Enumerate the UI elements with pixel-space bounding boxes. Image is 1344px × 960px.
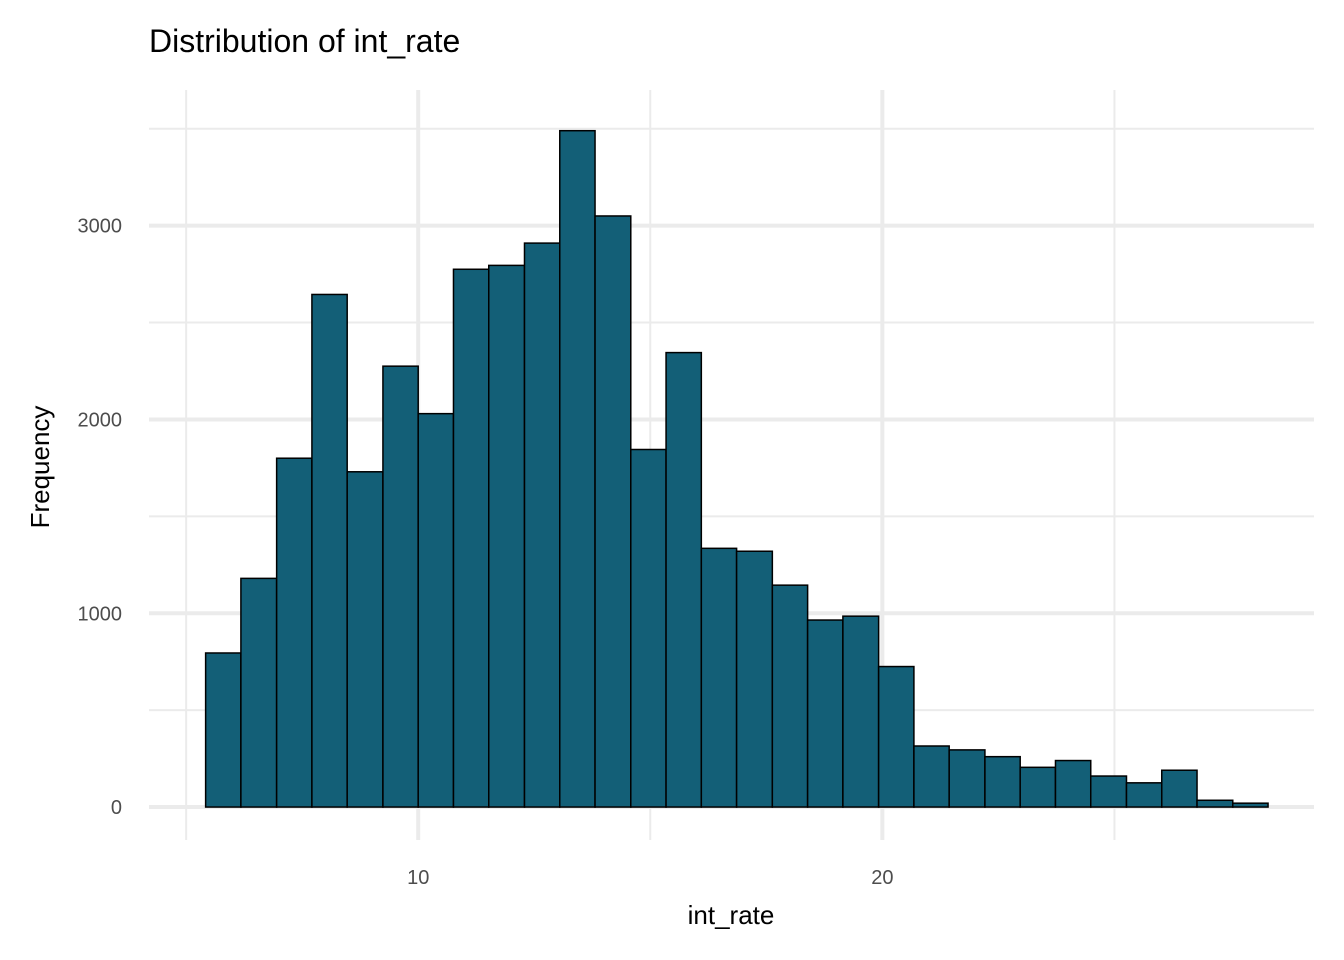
histogram-bar: [842, 615, 880, 808]
histogram-bar: [1161, 769, 1198, 808]
histogram-bar: [311, 293, 348, 808]
tick-labels: 10 20 0 1000 2000 3000: [78, 216, 894, 889]
histogram-bar: [452, 268, 490, 808]
histogram-bar: [417, 412, 455, 808]
histogram-bar: [771, 584, 809, 808]
histogram-bar: [346, 471, 384, 808]
y-tick-label: 0: [111, 797, 122, 819]
chart-title: Distribution of int_rate: [149, 23, 460, 59]
histogram-bar: [594, 215, 632, 808]
histogram-bar: [1125, 782, 1163, 808]
histogram-bar: [913, 745, 950, 808]
histogram-bar: [700, 547, 738, 808]
histogram-bar: [1196, 799, 1234, 808]
x-tick-label: 20: [871, 867, 893, 889]
x-tick-label: 10: [407, 867, 429, 889]
histogram-bar: [488, 264, 526, 808]
histogram-bar: [204, 652, 242, 808]
y-axis-label: Frequency: [25, 406, 55, 529]
histogram-bar: [1019, 766, 1057, 808]
histogram-bar: [665, 351, 703, 808]
histogram-bar: [523, 242, 561, 808]
histogram-bar: [630, 448, 667, 808]
histogram-bar: [1089, 775, 1128, 808]
histogram-bar: [1054, 759, 1092, 808]
histogram-bar: [1232, 802, 1269, 808]
histogram-bar: [806, 619, 844, 808]
histogram-bar: [877, 665, 915, 808]
histogram-bar: [948, 749, 986, 808]
histogram-bar: [240, 577, 278, 808]
y-tick-label: 2000: [78, 409, 123, 431]
histogram-bar: [735, 550, 774, 808]
histogram-bar: [559, 129, 596, 808]
histogram-bar: [382, 365, 419, 808]
histogram-bars: [204, 129, 1269, 808]
histogram-bar: [275, 457, 313, 808]
y-tick-label: 1000: [78, 603, 123, 625]
x-axis-label: int_rate: [688, 900, 775, 930]
y-tick-label: 3000: [78, 216, 123, 238]
histogram-bar: [984, 755, 1021, 808]
